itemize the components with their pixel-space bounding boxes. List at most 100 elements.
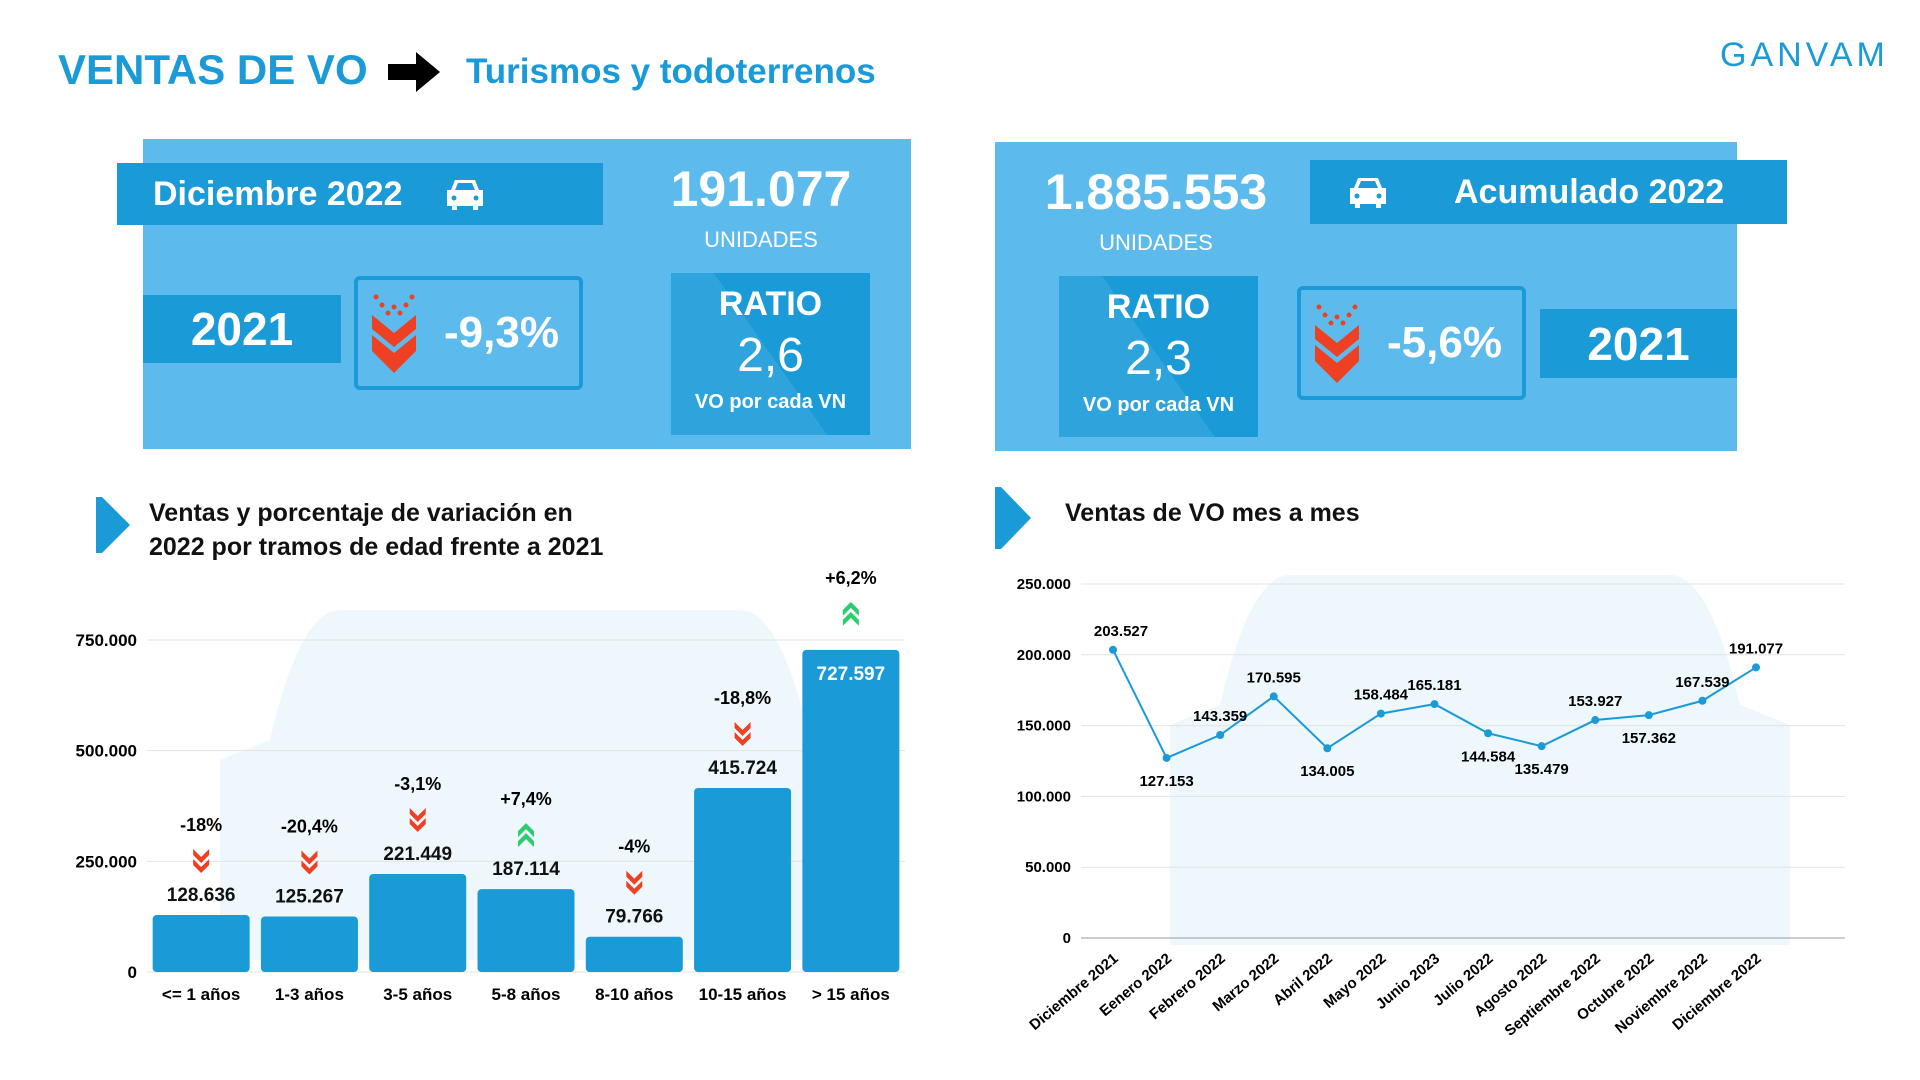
data-point: [1591, 716, 1600, 725]
chevron-down-icon: [301, 850, 318, 875]
x-tick-label: Septiembre 2022: [1502, 950, 1604, 1040]
y-tick-label: 750.000: [76, 631, 137, 650]
monthly-units-label: UNIDADES: [704, 227, 818, 252]
chevron-up-icon: [842, 601, 859, 626]
data-point: [1323, 744, 1332, 753]
section-marker-icon: [96, 497, 130, 553]
chevron-down-icon: [372, 294, 416, 373]
arrow-right-icon: [388, 52, 440, 92]
variation-label: -4%: [618, 837, 650, 857]
monthly-variation-box: -9,3%: [354, 276, 583, 390]
variation-value: -9,3%: [444, 308, 559, 357]
bar-chart-title: Ventas y porcentaje de variación en 2022…: [149, 496, 603, 564]
page-title: VENTAS DE VO: [58, 46, 368, 93]
x-tick-label: > 15 años: [812, 985, 890, 1004]
data-label: 165.181: [1407, 677, 1461, 694]
variation-label: +6,2%: [825, 568, 877, 588]
y-tick-label: 0: [128, 963, 137, 982]
bar-value-label: 415.724: [708, 758, 777, 779]
y-tick-label: 50.000: [1025, 859, 1071, 876]
car-silhouette-background: [1170, 575, 1790, 945]
cumulative-units: 1.885.553: [1044, 164, 1268, 220]
period-label: Acumulado 2022: [1454, 172, 1725, 211]
data-label: 167.539: [1675, 674, 1729, 691]
car-icon: [1350, 178, 1386, 208]
line-chart-title: Ventas de VO mes a mes: [1065, 499, 1360, 527]
variation-label: +7,4%: [500, 789, 552, 809]
data-label: 134.005: [1300, 763, 1354, 780]
y-tick-label: 150.000: [1017, 718, 1071, 735]
bar-chart: 0 250.000 500.000 750.000 128.636 -18% <= 1 añ…: [76, 568, 905, 1004]
bar-value-label: 221.449: [383, 844, 452, 865]
variation-label: -3,1%: [394, 774, 441, 794]
bar: [585, 936, 683, 972]
x-tick-label: 3-5 años: [383, 985, 452, 1004]
page-subtitle: Turismos y todoterrenos: [466, 52, 876, 91]
data-point: [1698, 696, 1707, 705]
ratio-label: RATIO: [718, 285, 823, 323]
ratio-value: 2,6: [737, 329, 804, 382]
bar: [369, 873, 467, 972]
data-label: 157.362: [1622, 730, 1676, 747]
data-point: [1109, 645, 1117, 654]
data-label: 135.479: [1515, 761, 1569, 778]
data-label: 127.153: [1139, 773, 1193, 790]
data-point: [1430, 700, 1439, 709]
ratio-caption: VO por cada VN: [1082, 394, 1235, 416]
cumulative-compare-year: 2021: [1540, 309, 1737, 378]
x-tick-label: Noviembre 2022: [1612, 950, 1711, 1037]
y-tick-label: 250.000: [1017, 576, 1071, 593]
data-point: [1537, 742, 1546, 751]
data-label: 158.484: [1354, 687, 1409, 704]
x-tick-label: <= 1 años: [162, 985, 240, 1004]
monthly-ratio-box: RATIO 2,6 VO por cada VN: [671, 273, 870, 435]
y-tick-label: 0: [1063, 930, 1071, 947]
cumulative-variation-box: -5,6%: [1297, 286, 1526, 400]
y-tick-label: 200.000: [1017, 647, 1071, 664]
cumulative-ratio-box: RATIO 2,3 VO por cada VN: [1059, 276, 1258, 437]
data-point: [1269, 692, 1278, 701]
chevron-down-icon: [1315, 304, 1359, 383]
y-tick-label: 100.000: [1017, 788, 1071, 805]
bar-value-label: 727.597: [817, 664, 886, 685]
data-point: [1484, 729, 1493, 738]
chevron-down-icon: [734, 721, 751, 746]
section-marker-icon: [995, 487, 1031, 549]
monthly-compare-year: 2021: [143, 295, 341, 363]
bar-value-label: 125.267: [275, 887, 344, 908]
chevron-down-icon: [626, 870, 643, 895]
y-tick-label: 250.000: [76, 852, 137, 871]
y-tick-label: 500.000: [76, 742, 137, 761]
line-chart: 0 50.000 100.000 150.000 200.000 250.000 203.5…: [1017, 576, 1845, 1040]
data-label: 170.595: [1247, 669, 1301, 686]
data-label: 191.077: [1729, 640, 1783, 657]
data-point: [1376, 709, 1385, 718]
ganvam-logo: GANVAM: [1720, 36, 1889, 74]
data-point: [1162, 753, 1171, 762]
x-tick-label: 5-8 años: [492, 985, 561, 1004]
year-label: 2021: [190, 303, 294, 355]
bar: [152, 915, 250, 972]
ratio-value: 2,3: [1125, 332, 1192, 385]
ratio-caption: VO por cada VN: [694, 391, 847, 413]
bar: [477, 889, 575, 972]
variation-value: -5,6%: [1387, 318, 1502, 367]
bar-value-label: 187.114: [492, 859, 560, 880]
cumulative-period-banner: Acumulado 2022: [1310, 160, 1787, 224]
data-label: 203.527: [1094, 623, 1148, 640]
year-label: 2021: [1587, 317, 1690, 370]
x-tick-label: 1-3 años: [275, 985, 344, 1004]
bar-value-label: 128.636: [167, 885, 236, 906]
monthly-period-banner: Diciembre 2022: [117, 163, 603, 225]
variation-label: -20,4%: [281, 817, 338, 837]
data-point: [1216, 731, 1225, 740]
variation-label: -18%: [180, 815, 222, 835]
chevron-down-icon: [193, 849, 210, 874]
data-point: [1644, 711, 1653, 720]
period-label: Diciembre 2022: [153, 174, 403, 213]
data-label: 144.584: [1461, 748, 1516, 765]
chevron-down-icon: [409, 807, 426, 832]
x-tick-label: 10-15 años: [699, 985, 787, 1004]
car-icon: [446, 180, 483, 210]
x-tick-label: Diciembre 2021: [1026, 950, 1121, 1034]
